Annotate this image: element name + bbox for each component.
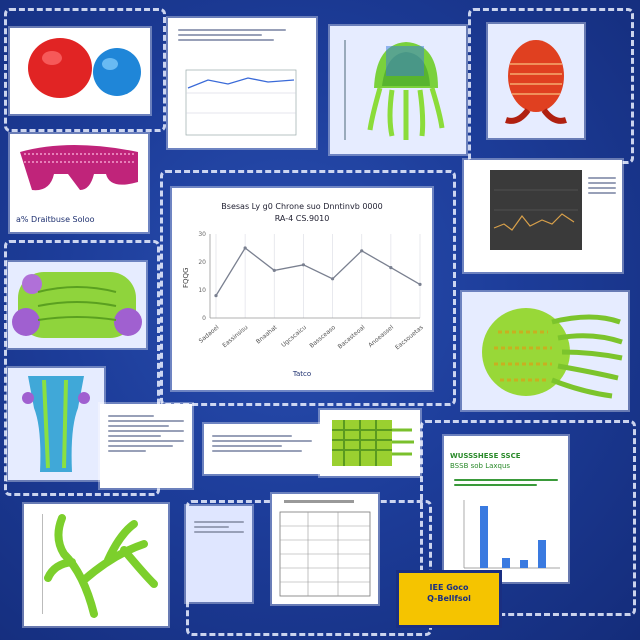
teal-structure-card	[8, 368, 104, 480]
green-anemone-card	[462, 292, 628, 410]
line-chart: 0 10 20 30	[198, 231, 422, 322]
chart-point	[418, 282, 422, 286]
text-document-mid	[204, 424, 320, 474]
green-pillow-card	[8, 262, 146, 348]
document-text-lines	[178, 26, 298, 44]
chart-point	[360, 249, 364, 253]
chart-xlabel: Tatco	[292, 370, 312, 378]
form-grid-card	[186, 506, 252, 602]
sphere-render-card	[10, 28, 150, 114]
green-branch-render	[42, 514, 158, 618]
small-bar-chart	[463, 500, 560, 569]
chart-y-tick: 30	[198, 231, 206, 238]
chart-series-line	[215, 247, 421, 296]
magenta-structure-render	[20, 145, 138, 191]
table-document-card	[272, 494, 378, 604]
badge-line-1: IEE Goco	[429, 583, 469, 592]
monitor-side-text	[588, 174, 616, 197]
red-blue-spheres-image	[28, 38, 141, 98]
monitor-card	[464, 160, 622, 272]
chart-y-tick: 20	[198, 259, 206, 266]
bar-chart-document: WUSSSHESE SSCE BSSB sob Laxqus	[444, 436, 568, 582]
bar-card-subtitle: BSSB sob Laxqus	[450, 462, 511, 470]
green-pillow-render	[12, 272, 142, 338]
chart-point	[301, 263, 306, 267]
yellow-badge: IEE Goco Q-Bellfsol	[396, 570, 502, 628]
chart-y-tick: 0	[202, 315, 206, 322]
table-grid	[279, 500, 371, 597]
chart-title: Bsesas Ly g0 Chrone suo Dnntinvb 0000	[221, 202, 383, 211]
central-chart-card: Bsesas Ly g0 Chrone suo Dnntinvb 0000 RA…	[172, 188, 432, 390]
document-text-lines	[108, 412, 184, 455]
waveform-graph	[493, 189, 578, 231]
text-document-left	[100, 404, 192, 488]
chart-point	[330, 277, 335, 281]
dashed-border-top-left	[4, 8, 166, 132]
dashed-border-center	[160, 170, 456, 406]
green-mesh-render	[332, 420, 414, 466]
chart-point	[243, 246, 247, 250]
bio-caption: a% Draitbuse Soloo	[16, 216, 95, 224]
badge-line-2: Q-Bellfsol	[427, 594, 471, 603]
document-thumbnail-top	[168, 18, 316, 148]
chart-y-tick: 10	[198, 287, 206, 294]
document-text-lines	[212, 432, 312, 455]
document-text-lines	[194, 518, 244, 536]
small-line-chart	[185, 69, 297, 136]
jellyfish-render	[344, 40, 445, 140]
chart-point	[214, 294, 218, 298]
dashed-border-left	[4, 240, 160, 496]
dashed-border-bottom-right	[420, 420, 636, 616]
bar-card-title: WUSSSHESE SSCE	[450, 452, 521, 460]
green-mesh-card	[320, 410, 420, 476]
monitor-screen	[490, 170, 582, 250]
green-creature-card	[330, 26, 466, 154]
green-anemone-render	[482, 308, 623, 399]
magenta-structure-card: a% Draitbuse Soloo	[10, 134, 148, 232]
document-text-lines	[454, 476, 558, 489]
chart-point	[389, 266, 393, 270]
red-organ-card	[488, 24, 584, 138]
chart-subtitle: RA-4 CS.9010	[274, 214, 330, 223]
teal-structure-render	[22, 376, 90, 472]
red-organ-render	[505, 40, 567, 124]
green-branch-card	[24, 504, 168, 626]
chart-point	[272, 268, 276, 272]
